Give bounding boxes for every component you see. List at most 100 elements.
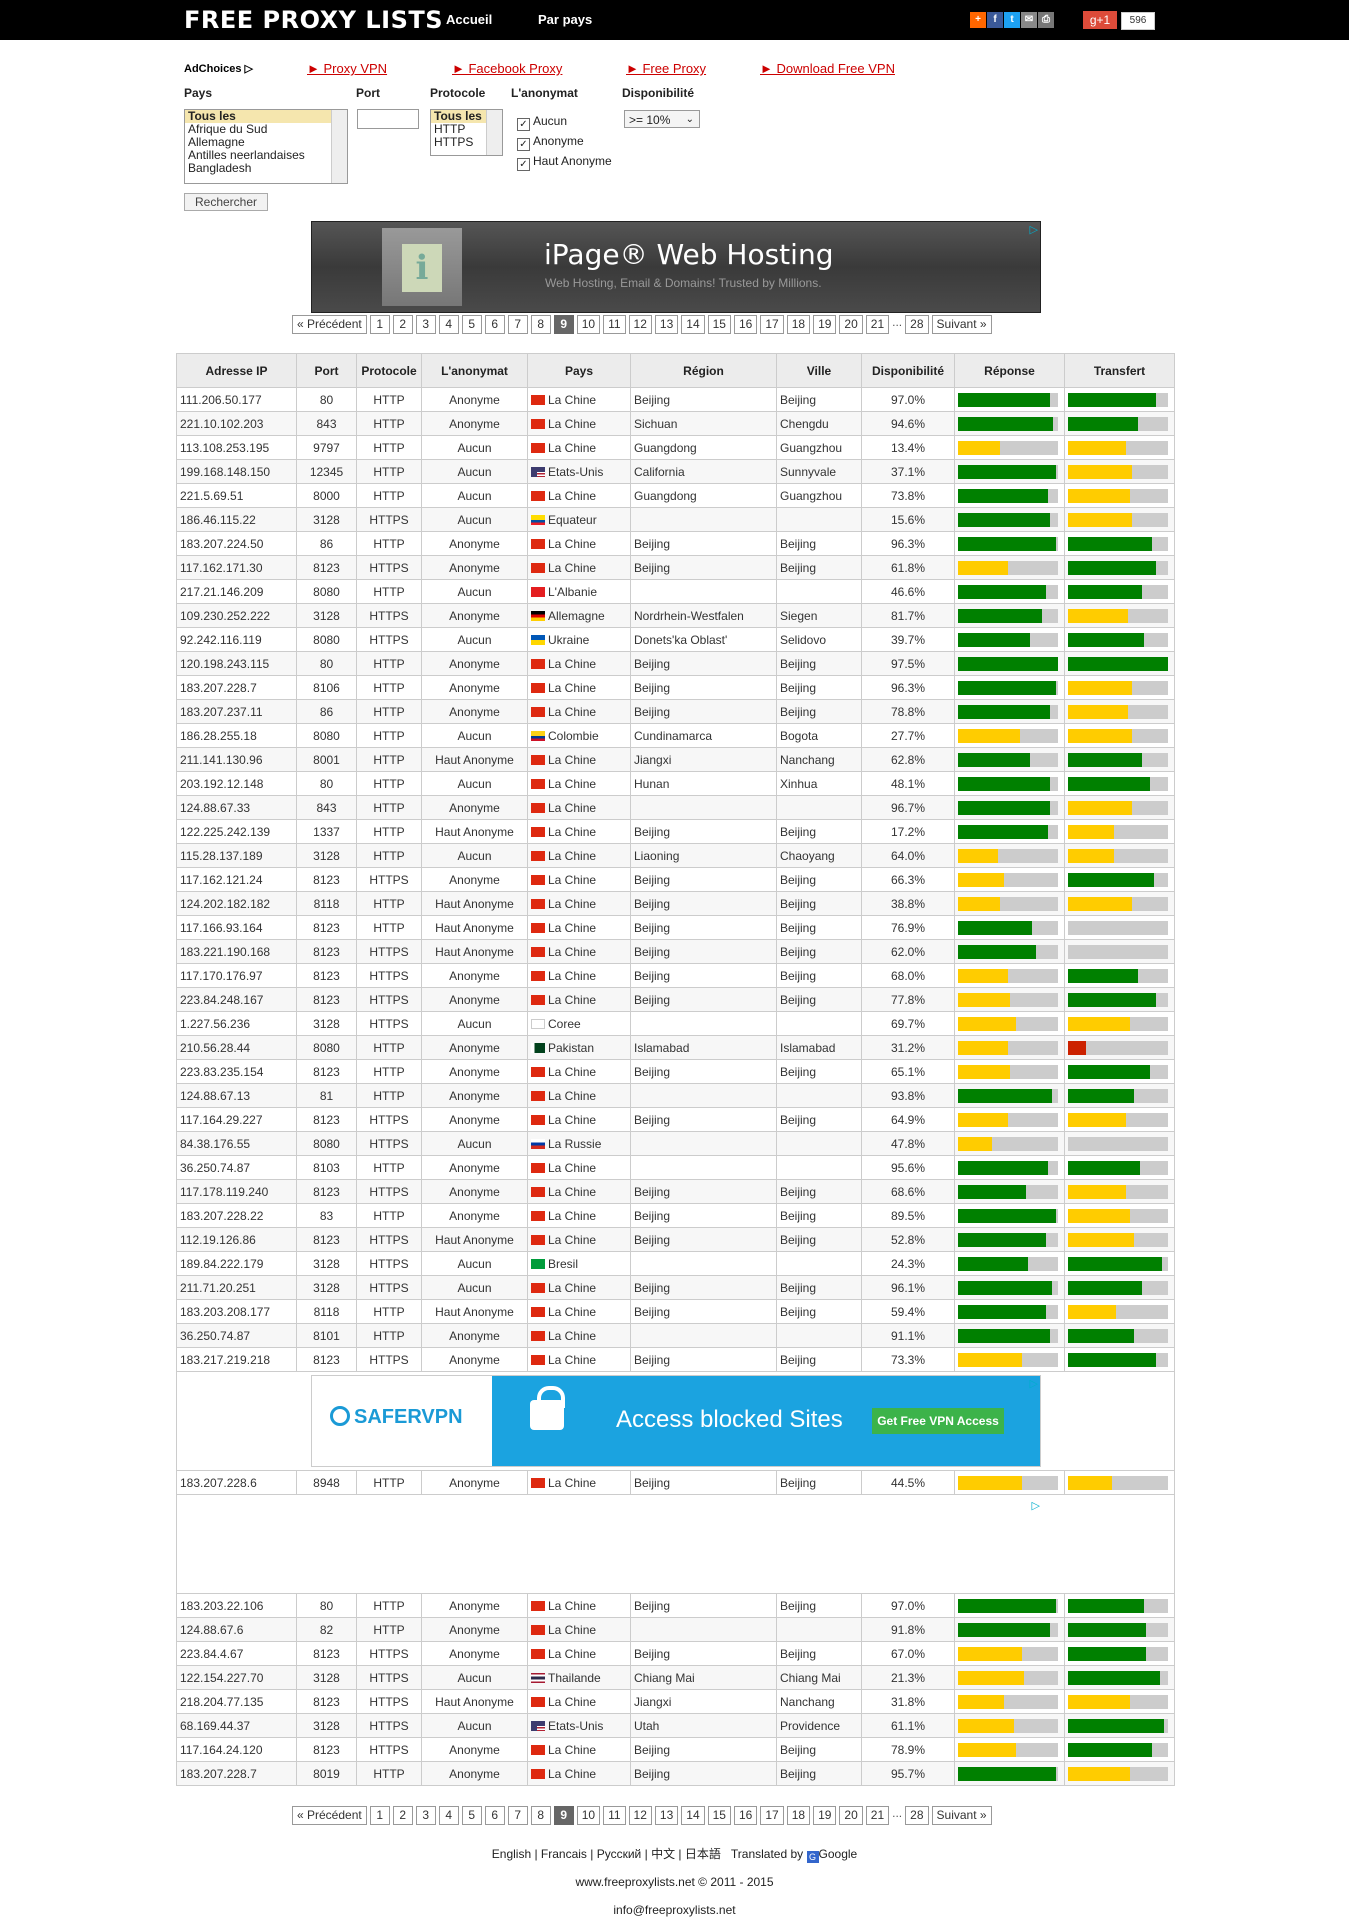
ip-address[interactable]: 218.204.77.135: [176, 1689, 297, 1714]
pays-option[interactable]: Allemagne: [188, 135, 245, 149]
table-row[interactable]: 117.162.171.30 8123 HTTPS Anonyme La Chine Be…: [176, 555, 1175, 580]
table-row[interactable]: 84.38.176.55 8080 HTTPS Aucun La Russie 47.8%: [176, 1131, 1175, 1156]
gplus-button[interactable]: g+1: [1083, 11, 1117, 29]
page-button[interactable]: 20: [839, 1806, 863, 1825]
ip-address[interactable]: 117.162.121.24: [176, 867, 297, 892]
page-button[interactable]: 14: [681, 1806, 705, 1825]
ip-address[interactable]: 186.46.115.22: [176, 507, 297, 532]
ip-address[interactable]: 117.178.119.240: [176, 1179, 297, 1204]
ip-address[interactable]: 124.88.67.33: [176, 795, 297, 820]
ip-address[interactable]: 221.10.102.203: [176, 411, 297, 436]
pays-option[interactable]: Antilles neerlandaises: [188, 148, 305, 162]
table-row[interactable]: 203.192.12.148 80 HTTP Aucun La Chine Hunan Xi…: [176, 771, 1175, 796]
table-row[interactable]: 115.28.137.189 3128 HTTP Aucun La Chine Liaon…: [176, 843, 1175, 868]
table-row[interactable]: 117.162.121.24 8123 HTTPS Anonyme La Chine Be…: [176, 867, 1175, 892]
page-button[interactable]: 28: [905, 1806, 929, 1825]
ip-address[interactable]: 183.207.228.22: [176, 1203, 297, 1228]
table-row[interactable]: 223.84.248.167 8123 HTTPS Anonyme La Chine Be…: [176, 987, 1175, 1012]
page-button[interactable]: 3: [415, 315, 436, 334]
ip-address[interactable]: 217.21.146.209: [176, 579, 297, 604]
table-row[interactable]: 124.88.67.6 82 HTTP Anonyme La Chine 91.8%: [176, 1617, 1175, 1642]
ip-address[interactable]: 113.108.253.195: [176, 435, 297, 460]
page-button[interactable]: 2: [392, 315, 413, 334]
next-page-button[interactable]: Suivant »: [931, 315, 992, 334]
table-row[interactable]: 120.198.243.115 80 HTTP Anonyme La Chine Beij…: [176, 651, 1175, 676]
page-button[interactable]: 6: [484, 1806, 505, 1825]
lang-english[interactable]: English: [491, 1847, 532, 1861]
page-button[interactable]: 3: [415, 1806, 436, 1825]
column-header[interactable]: Protocole: [356, 353, 422, 388]
ip-address[interactable]: 124.88.67.13: [176, 1083, 297, 1108]
column-header[interactable]: Transfert: [1064, 353, 1175, 388]
adchoices-icon[interactable]: ▷: [1029, 224, 1038, 236]
pays-option[interactable]: Afrique du Sud: [188, 122, 268, 136]
page-button[interactable]: 28: [905, 315, 929, 334]
table-row[interactable]: 186.28.255.18 8080 HTTP Aucun Colombie Cundin…: [176, 723, 1175, 748]
ip-address[interactable]: 117.166.93.164: [176, 915, 297, 940]
dispo-select[interactable]: >= 10% ⌄: [624, 110, 700, 128]
page-button[interactable]: 11: [603, 315, 626, 334]
protocole-scrollbar[interactable]: [486, 110, 502, 155]
site-logo[interactable]: FREE PROXY LISTS: [184, 6, 444, 34]
table-row[interactable]: 223.84.4.67 8123 HTTPS Anonyme La Chine Beiji…: [176, 1641, 1175, 1666]
page-button[interactable]: 13: [654, 1806, 679, 1825]
adchoices-icon[interactable]: ▷: [1031, 1500, 1040, 1512]
lang-chinese[interactable]: 中文: [651, 1847, 676, 1861]
ip-address[interactable]: 92.242.116.119: [176, 627, 297, 652]
ip-address[interactable]: 183.217.219.218: [176, 1347, 297, 1372]
table-row[interactable]: 117.170.176.97 8123 HTTPS Anonyme La Chine Be…: [176, 963, 1175, 988]
table-row[interactable]: 122.154.227.70 3128 HTTPS Aucun Thailande Chi…: [176, 1665, 1175, 1690]
ip-address[interactable]: 183.207.228.7: [176, 675, 297, 700]
ip-address[interactable]: 223.83.235.154: [176, 1059, 297, 1084]
table-row[interactable]: 183.207.228.7 8019 HTTP Anonyme La Chine Beij…: [176, 1761, 1175, 1786]
ip-address[interactable]: 117.162.171.30: [176, 555, 297, 580]
anonymat-checkbox-aucun[interactable]: ✓ Aucun: [517, 114, 567, 131]
page-button[interactable]: 21: [865, 1806, 890, 1825]
ip-address[interactable]: 36.250.74.87: [176, 1323, 297, 1348]
ip-address[interactable]: 124.88.67.6: [176, 1617, 297, 1642]
adchoices-icon[interactable]: ▷: [1029, 1378, 1038, 1390]
ip-address[interactable]: 117.164.24.120: [176, 1737, 297, 1762]
port-input[interactable]: [357, 109, 419, 129]
ip-address[interactable]: 186.28.255.18: [176, 723, 297, 748]
table-row[interactable]: 218.204.77.135 8123 HTTPS Haut Anonyme La Ch…: [176, 1689, 1175, 1714]
ip-address[interactable]: 84.38.176.55: [176, 1131, 297, 1156]
search-button[interactable]: Rechercher: [184, 193, 268, 211]
page-button[interactable]: 16: [733, 315, 758, 334]
ip-address[interactable]: 183.207.224.50: [176, 531, 297, 556]
twitter-icon[interactable]: t: [1004, 12, 1020, 28]
page-button[interactable]: 10: [576, 1806, 601, 1825]
column-header[interactable]: Région: [630, 353, 777, 388]
protocole-option[interactable]: Tous les: [431, 110, 502, 123]
ip-address[interactable]: 223.84.4.67: [176, 1641, 297, 1666]
page-button[interactable]: 18: [786, 1806, 811, 1825]
page-button[interactable]: 15: [707, 1806, 731, 1825]
table-row[interactable]: 183.207.228.7 8106 HTTP Anonyme La Chine Beij…: [176, 675, 1175, 700]
ad-link-free-proxy[interactable]: ► Free Proxy: [626, 61, 707, 76]
page-button[interactable]: 10: [576, 315, 601, 334]
column-header[interactable]: Pays: [527, 353, 631, 388]
table-row[interactable]: 211.141.130.96 8001 HTTP Haut Anonyme La Chi…: [176, 747, 1175, 772]
ip-address[interactable]: 199.168.148.150: [176, 459, 297, 484]
google-link[interactable]: Google: [818, 1847, 858, 1861]
page-button[interactable]: 18: [786, 315, 811, 334]
table-row[interactable]: 1.227.56.236 3128 HTTPS Aucun Coree 69.7%: [176, 1011, 1175, 1036]
table-row[interactable]: 124.88.67.13 81 HTTP Anonyme La Chine 93.8%: [176, 1083, 1175, 1108]
plus-icon[interactable]: +: [970, 12, 986, 28]
table-row[interactable]: 221.5.69.51 8000 HTTP Aucun La Chine Guangdon…: [176, 483, 1175, 508]
page-button[interactable]: 17: [760, 1806, 784, 1825]
ip-address[interactable]: 183.207.237.11: [176, 699, 297, 724]
table-row[interactable]: 122.225.242.139 1337 HTTP Haut Anonyme La Ch…: [176, 819, 1175, 844]
ip-address[interactable]: 124.202.182.182: [176, 891, 297, 916]
table-row[interactable]: 117.164.24.120 8123 HTTPS Anonyme La Chine Be…: [176, 1737, 1175, 1762]
page-button[interactable]: 5: [461, 1806, 482, 1825]
column-header[interactable]: Ville: [776, 353, 862, 388]
ip-address[interactable]: 36.250.74.87: [176, 1155, 297, 1180]
page-button[interactable]: 13: [654, 315, 679, 334]
page-button[interactable]: 8: [530, 315, 551, 334]
table-row[interactable]: 117.178.119.240 8123 HTTPS Anonyme La Chine B…: [176, 1179, 1175, 1204]
ip-address[interactable]: 117.164.29.227: [176, 1107, 297, 1132]
page-button[interactable]: 17: [760, 315, 784, 334]
ip-address[interactable]: 122.154.227.70: [176, 1665, 297, 1690]
ip-address[interactable]: 112.19.126.86: [176, 1227, 297, 1252]
